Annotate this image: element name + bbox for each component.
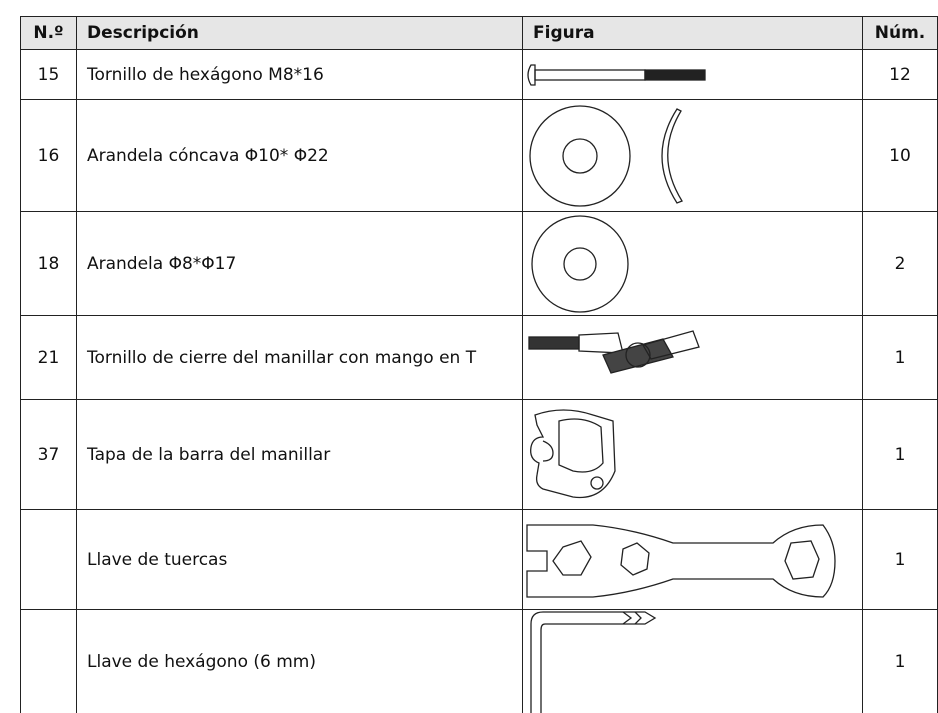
row: 15 Tornillo de hexágono M8*16 12 — [20, 49, 938, 100]
figure-cell — [522, 99, 863, 212]
quantity-cell: 1 — [862, 609, 938, 713]
row: 16 Arandela cóncava Φ10* Φ22 10 — [20, 99, 938, 212]
cap-figure — [530, 408, 616, 498]
figure-cell — [522, 49, 863, 100]
header-cell: Núm. — [862, 16, 938, 50]
parts-table: N.º Descripción Figura Núm. 15 Tornillo … — [20, 16, 938, 713]
number-cell: 15 — [20, 49, 77, 100]
description-cell: Arandela Φ8*Φ17 — [76, 211, 523, 316]
description-cell: Tapa de la barra del manillar — [76, 399, 523, 510]
quantity-cell: 1 — [862, 399, 938, 510]
row: Llave de tuercas 1 — [20, 509, 938, 610]
header-cell: Descripción — [76, 16, 523, 50]
header-row: N.º Descripción Figura Núm. — [20, 16, 938, 50]
description-cell: Arandela cóncava Φ10* Φ22 — [76, 99, 523, 212]
quantity-cell: 2 — [862, 211, 938, 316]
description-cell: Llave de hexágono (6 mm) — [76, 609, 523, 713]
number-cell: 37 — [20, 399, 77, 510]
header-cell: N.º — [20, 16, 77, 50]
number-cell: 18 — [20, 211, 77, 316]
figure-cell — [522, 509, 863, 610]
figure-cell — [522, 315, 863, 400]
description-cell: Tornillo de cierre del manillar con mang… — [76, 315, 523, 400]
header-cell: Figura — [522, 16, 863, 50]
number-cell: 16 — [20, 99, 77, 212]
row: 21 Tornillo de cierre del manillar con m… — [20, 315, 938, 400]
row: 37 Tapa de la barra del manillar 1 — [20, 399, 938, 510]
quantity-cell: 1 — [862, 509, 938, 610]
concave-washer-figure — [529, 104, 683, 207]
description-cell: Llave de tuercas — [76, 509, 523, 610]
number-cell — [20, 509, 77, 610]
quantity-cell: 12 — [862, 49, 938, 100]
figure-cell — [522, 211, 863, 316]
row: 18 Arandela Φ8*Φ17 2 — [20, 211, 938, 316]
wrench-figure — [526, 523, 836, 598]
washer-figure — [531, 214, 629, 313]
quantity-cell: 1 — [862, 315, 938, 400]
row: Llave de hexágono (6 mm) 1 — [20, 609, 938, 713]
figure-cell — [522, 399, 863, 510]
hex-key-figure — [530, 611, 657, 713]
bolt-figure — [527, 63, 706, 86]
number-cell — [20, 609, 77, 713]
number-cell: 21 — [20, 315, 77, 400]
figure-cell — [522, 609, 863, 713]
t-bolt-figure — [528, 329, 700, 374]
description-cell: Tornillo de hexágono M8*16 — [76, 49, 523, 100]
quantity-cell: 10 — [862, 99, 938, 212]
